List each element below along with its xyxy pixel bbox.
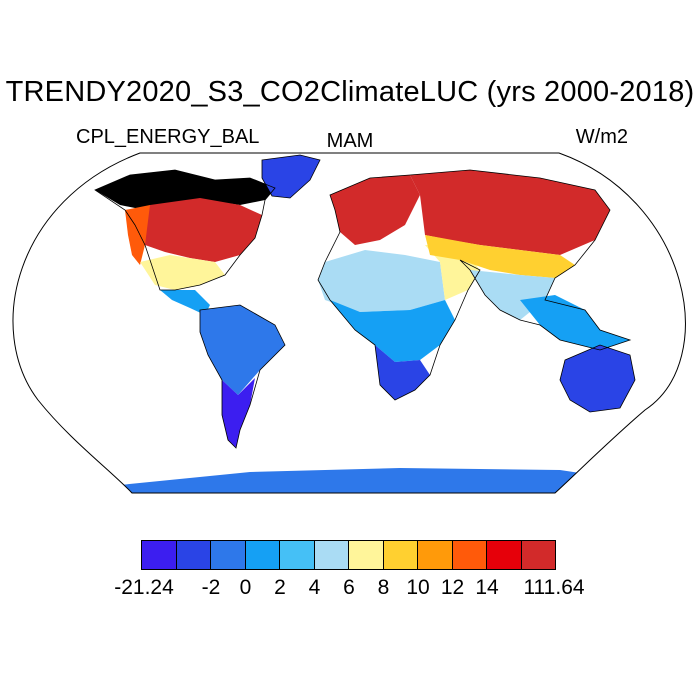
colorbar-box [486, 540, 522, 570]
colorbar-tick-label: 0 [239, 576, 252, 599]
sub-saharan-africa [330, 300, 455, 362]
greenland [262, 155, 320, 198]
europe [330, 175, 420, 245]
north-africa [318, 250, 445, 312]
colorbar-box [244, 540, 280, 570]
north-america-west [125, 205, 150, 265]
colorbar-tick-label: 4 [308, 576, 321, 599]
units-label: W/m2 [575, 126, 628, 148]
south-america-south [222, 378, 255, 448]
colorbar-box [175, 540, 211, 570]
colorbar-box [279, 540, 315, 570]
variable-label: CPL_ENERGY_BAL [76, 126, 260, 148]
antarctica [40, 468, 660, 493]
southeast-asia [520, 295, 630, 350]
north-america-east [135, 198, 262, 262]
colorbar [141, 540, 556, 570]
southern-africa [375, 345, 430, 400]
colorbar-tick-label: 12 [440, 576, 465, 599]
colorbar-box [451, 540, 487, 570]
central-asia [425, 235, 575, 278]
north-america-south [140, 255, 225, 290]
colorbar-box [210, 540, 246, 570]
colorbar-tick-label: 2 [274, 576, 286, 599]
colorbar-box [348, 540, 384, 570]
colorbar-tick-label: 8 [377, 576, 390, 599]
colorbar-tick-label: 14 [475, 576, 499, 599]
south-america-north [200, 305, 285, 395]
colorbar-box [417, 540, 453, 570]
colorbar-box [382, 540, 418, 570]
colorbar-tick-label: 10 [406, 576, 430, 599]
colorbar-tick-label: -2 [201, 576, 221, 599]
colorbar-tick-label: 6 [343, 576, 355, 599]
colorbar-tick-label: 111.64 [523, 576, 585, 599]
season-label: MAM [326, 130, 374, 152]
map-title: TRENDY2020_S3_CO2ClimateLUC (yrs 2000-20… [5, 76, 695, 108]
colorbar-box [313, 540, 349, 570]
north-america-north [95, 170, 275, 210]
colorbar-box [520, 540, 556, 570]
colorbar-box [141, 540, 177, 570]
siberia [410, 170, 610, 255]
australia [560, 345, 635, 412]
colorbar-tick-label: -21.24 [114, 576, 174, 599]
map-outline [12, 152, 686, 494]
central-america [160, 290, 210, 315]
